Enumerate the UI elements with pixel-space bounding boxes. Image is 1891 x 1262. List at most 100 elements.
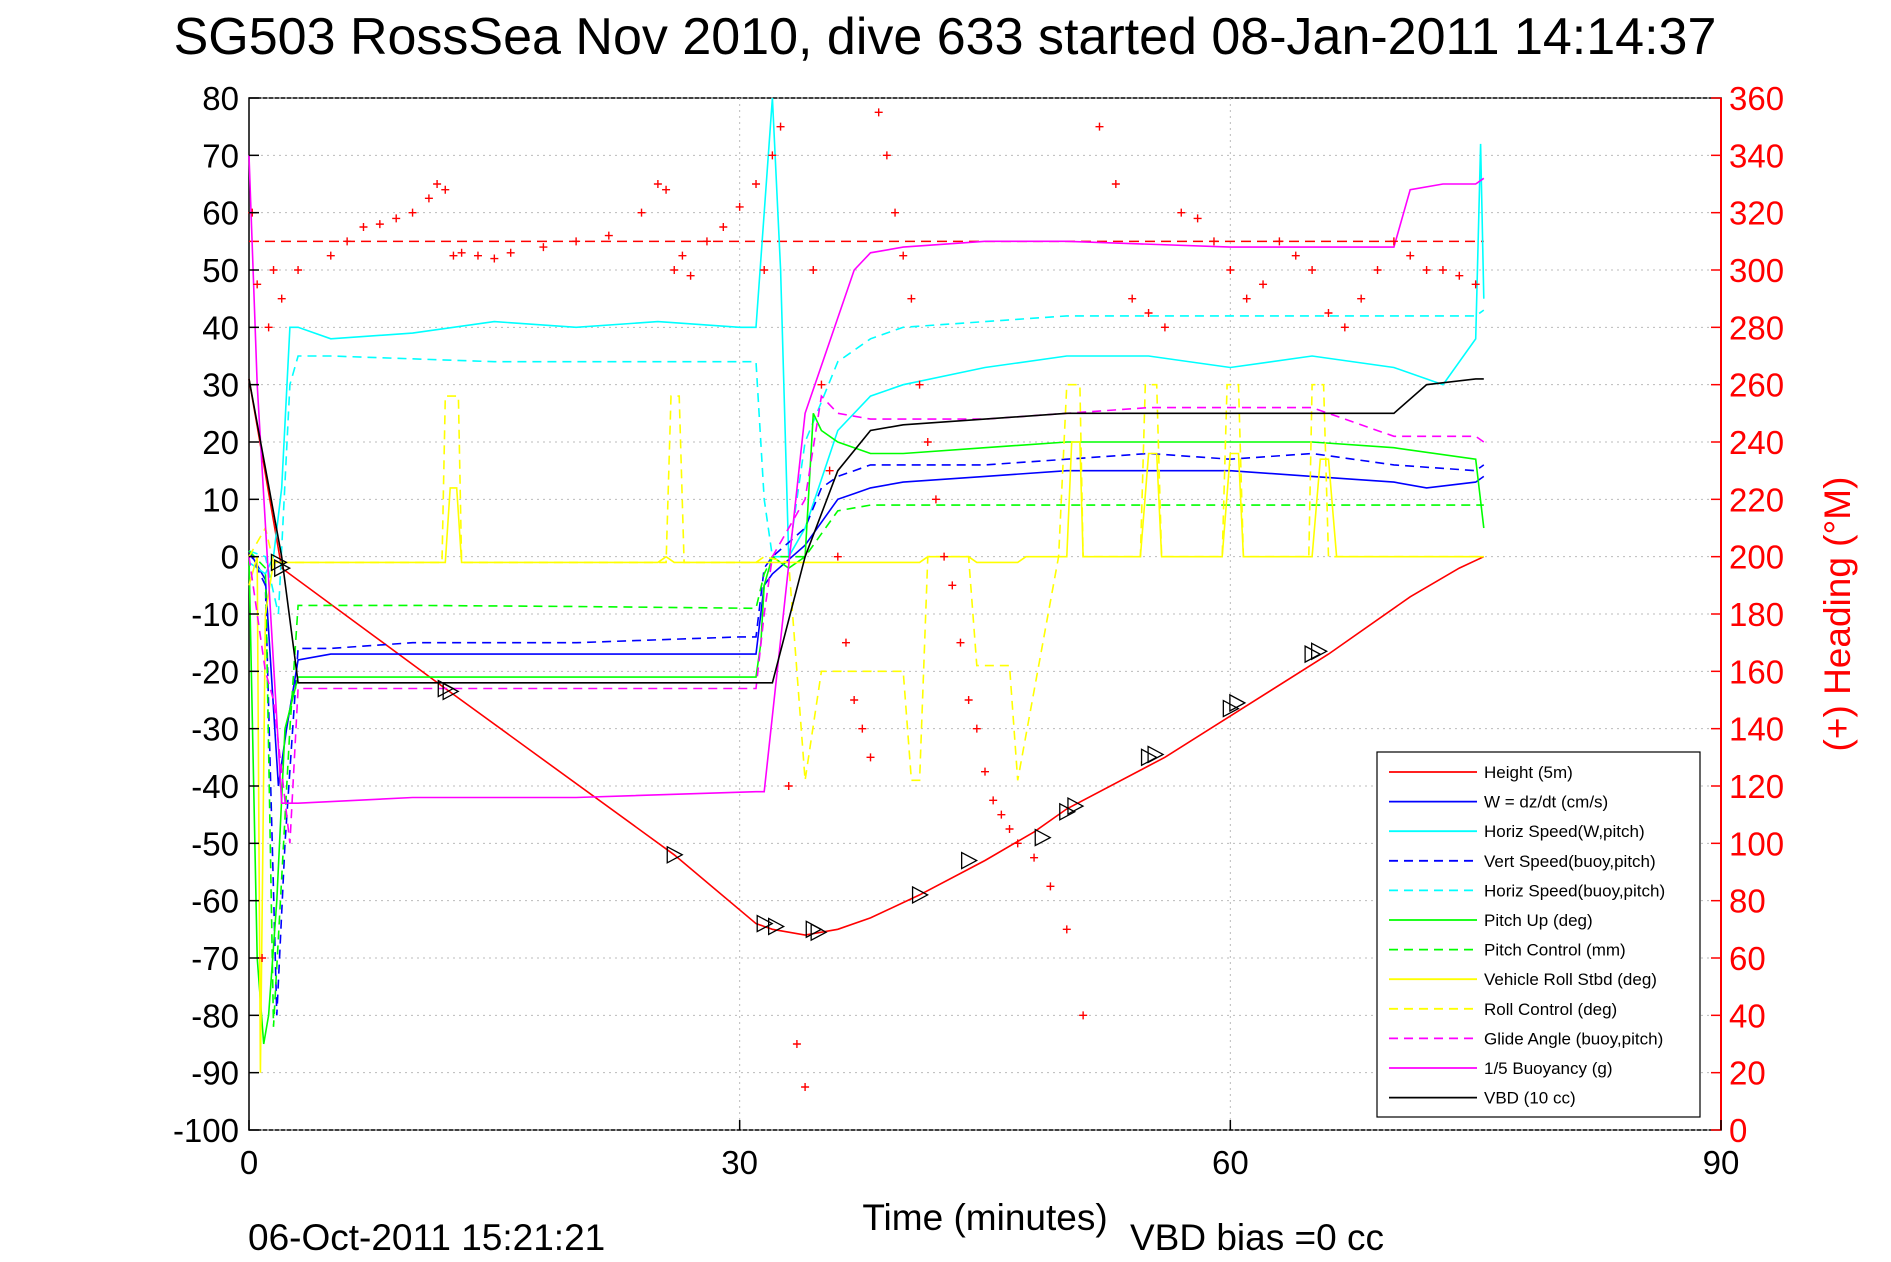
series-line-4 bbox=[248, 309, 1485, 615]
right-tick-label-17: 20 bbox=[1729, 1055, 1766, 1092]
heading-point-41 bbox=[817, 380, 826, 389]
heading-point-89 bbox=[1406, 251, 1415, 260]
heading-point-90 bbox=[1422, 266, 1431, 274]
legend-label-4: Horiz Speed(buoy,pitch) bbox=[1484, 881, 1665, 900]
heading-point-53 bbox=[915, 380, 924, 389]
vbd-marker-10 bbox=[960, 851, 979, 870]
series-line-10 bbox=[248, 155, 1485, 805]
left-tick-label-14: -60 bbox=[191, 883, 239, 920]
heading-point-57 bbox=[948, 581, 957, 590]
heading-point-92 bbox=[1455, 271, 1464, 280]
heading-point-64 bbox=[1005, 825, 1014, 833]
heading-point-42 bbox=[825, 466, 834, 475]
heading-point-46 bbox=[858, 724, 867, 733]
heading-point-81 bbox=[1275, 237, 1284, 246]
heading-point-79 bbox=[1242, 294, 1251, 303]
heading-point-32 bbox=[735, 202, 744, 211]
heading-point-10 bbox=[375, 220, 384, 229]
heading-point-51 bbox=[899, 251, 908, 260]
right-tick-label-15: 60 bbox=[1729, 940, 1766, 977]
vbd-marker-11 bbox=[1034, 828, 1052, 847]
legend-label-10: 1/5 Buoyancy (g) bbox=[1484, 1059, 1613, 1078]
x-tick-label-0: 0 bbox=[240, 1144, 258, 1181]
vbd-marker-5 bbox=[756, 914, 774, 933]
heading-point-40 bbox=[809, 266, 818, 274]
series-line-3 bbox=[248, 452, 1485, 1016]
heading-point-13 bbox=[424, 194, 433, 203]
vbd-marker-17 bbox=[1229, 693, 1247, 712]
left-tick-label-1: 70 bbox=[202, 137, 239, 174]
series-line-0 bbox=[248, 378, 1485, 936]
heading-point-65 bbox=[1013, 839, 1022, 848]
legend-label-8: Roll Control (deg) bbox=[1484, 1000, 1617, 1019]
x-axis-label: Time (minutes) bbox=[862, 1197, 1107, 1238]
right-tick-label-6: 240 bbox=[1729, 424, 1784, 461]
heading-point-58 bbox=[956, 638, 965, 647]
heading-point-18 bbox=[473, 251, 482, 260]
right-tick-label-12: 120 bbox=[1729, 768, 1784, 805]
footer-timestamp: 06-Oct-2011 15:21:21 bbox=[248, 1217, 605, 1258]
vbd-marker-6 bbox=[767, 917, 786, 936]
legend-box bbox=[1376, 751, 1701, 1118]
heading-point-21 bbox=[539, 243, 548, 252]
legend-label-0: Height (5m) bbox=[1484, 763, 1573, 782]
heading-point-60 bbox=[972, 724, 981, 733]
vbd-marker-8 bbox=[810, 923, 828, 942]
heading-points-layer bbox=[248, 108, 1480, 1091]
left-tick-label-6: 20 bbox=[202, 424, 239, 461]
heading-point-3 bbox=[264, 323, 273, 332]
left-y-axis: 80 70 60 50 40 30 20 10 0 -10 -20 -30 -40 -50 -60 -70 -8… bbox=[173, 80, 259, 1149]
right-tick-label-3: 300 bbox=[1729, 252, 1784, 289]
right-tick-label-11: 140 bbox=[1729, 711, 1784, 748]
heading-point-5 bbox=[277, 294, 286, 303]
heading-point-22 bbox=[572, 237, 581, 246]
heading-point-82 bbox=[1291, 251, 1300, 260]
heading-point-2 bbox=[258, 954, 267, 962]
heading-point-55 bbox=[931, 495, 940, 504]
heading-point-45 bbox=[850, 696, 859, 704]
heading-point-11 bbox=[392, 214, 401, 223]
series-line-2 bbox=[248, 97, 1485, 576]
left-tick-label-3: 50 bbox=[202, 252, 239, 289]
heading-point-28 bbox=[678, 251, 687, 260]
right-tick-label-0: 360 bbox=[1729, 80, 1784, 117]
right-tick-label-18: 0 bbox=[1729, 1112, 1747, 1149]
x-tick-label-1: 30 bbox=[721, 1144, 758, 1181]
right-tick-label-5: 260 bbox=[1729, 367, 1784, 404]
heading-point-71 bbox=[1111, 180, 1120, 188]
heading-point-27 bbox=[670, 266, 679, 274]
heading-point-8 bbox=[343, 237, 352, 246]
right-tick-label-14: 80 bbox=[1729, 883, 1766, 920]
footer-vbd-bias: VBD bias =0 cc bbox=[1130, 1217, 1384, 1258]
heading-point-35 bbox=[768, 151, 777, 160]
vbd-marker-0 bbox=[270, 553, 288, 572]
vbd-markers-layer bbox=[270, 553, 1329, 942]
heading-point-77 bbox=[1209, 237, 1218, 246]
heading-point-61 bbox=[981, 767, 989, 776]
heading-point-83 bbox=[1308, 266, 1317, 274]
heading-point-25 bbox=[653, 180, 662, 188]
plot-area bbox=[248, 97, 1722, 1131]
heading-point-70 bbox=[1095, 122, 1104, 131]
heading-point-73 bbox=[1144, 309, 1153, 317]
heading-point-47 bbox=[866, 753, 875, 762]
heading-point-52 bbox=[907, 294, 916, 303]
heading-point-31 bbox=[719, 223, 728, 231]
heading-point-91 bbox=[1438, 266, 1447, 274]
heading-point-76 bbox=[1193, 214, 1202, 223]
heading-point-44 bbox=[841, 638, 850, 647]
right-y-axis: 3603403203002802602402202001801601401201… bbox=[1711, 80, 1784, 1149]
chart-title: SG503 RossSea Nov 2010, dive 633 started… bbox=[174, 8, 1717, 66]
legend-label-9: Glide Angle (buoy,pitch) bbox=[1484, 1029, 1663, 1048]
right-tick-label-7: 220 bbox=[1729, 481, 1784, 518]
legend-label-3: Vert Speed(buoy,pitch) bbox=[1484, 852, 1656, 871]
heading-point-7 bbox=[326, 251, 335, 260]
series-layer bbox=[248, 97, 1485, 1073]
vbd-marker-3 bbox=[442, 682, 460, 701]
left-tick-label-2: 60 bbox=[202, 195, 239, 232]
vbd-marker-12 bbox=[1059, 802, 1077, 821]
heading-point-34 bbox=[760, 266, 769, 274]
x-tick-label-2: 60 bbox=[1212, 1144, 1249, 1181]
vbd-marker-9 bbox=[911, 885, 929, 905]
right-tick-label-16: 40 bbox=[1729, 997, 1766, 1034]
